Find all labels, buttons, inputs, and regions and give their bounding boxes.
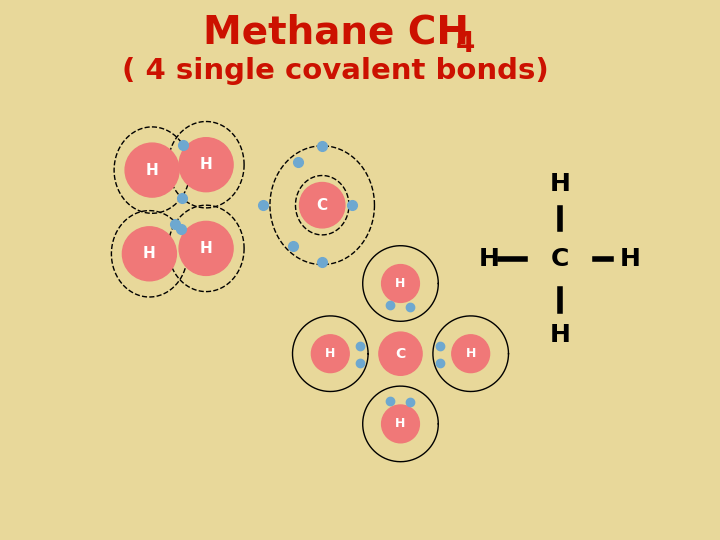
Text: H: H <box>199 157 212 172</box>
Text: H: H <box>466 347 476 360</box>
Text: H: H <box>620 247 640 271</box>
Text: C: C <box>317 198 328 213</box>
Text: C: C <box>395 347 405 361</box>
Circle shape <box>312 335 349 373</box>
Circle shape <box>125 143 179 197</box>
Text: H: H <box>145 163 158 178</box>
Circle shape <box>382 265 419 302</box>
Text: H: H <box>395 277 405 290</box>
Circle shape <box>379 332 422 375</box>
Circle shape <box>179 221 233 275</box>
Text: H: H <box>143 246 156 261</box>
Text: H: H <box>480 247 500 271</box>
Text: ( 4 single covalent bonds): ( 4 single covalent bonds) <box>122 57 549 85</box>
Circle shape <box>300 183 345 228</box>
Circle shape <box>179 138 233 192</box>
Text: Methane CH: Methane CH <box>203 14 469 51</box>
Text: H: H <box>549 323 570 347</box>
Text: 4: 4 <box>456 30 475 58</box>
Text: H: H <box>199 241 212 256</box>
Text: H: H <box>549 172 570 195</box>
Text: H: H <box>325 347 336 360</box>
Circle shape <box>382 405 419 443</box>
Text: H: H <box>395 417 405 430</box>
Text: C: C <box>551 247 569 271</box>
Circle shape <box>122 227 176 281</box>
Circle shape <box>452 335 490 373</box>
